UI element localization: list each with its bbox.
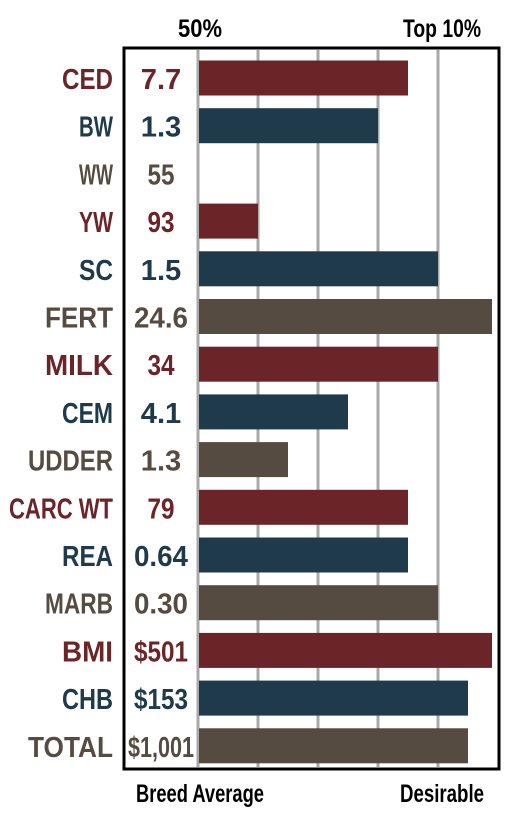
bottom-label-breed-average: Breed Average	[136, 780, 264, 808]
value-label: $501	[134, 636, 188, 668]
value-label: 0.30	[134, 589, 188, 621]
trait-label: CARC WT	[9, 493, 113, 525]
bar-chb	[199, 680, 468, 716]
trait-label: REA	[62, 541, 113, 573]
value-label: 1.5	[141, 255, 182, 287]
bar-marb	[199, 585, 438, 621]
trait-label: UDDER	[28, 446, 113, 478]
value-label: 34	[148, 350, 175, 382]
trait-label: TOTAL	[28, 732, 113, 764]
trait-label: YW	[79, 207, 113, 239]
bar-rea	[199, 537, 408, 573]
bar-milk	[199, 346, 438, 382]
value-label: 4.1	[141, 398, 182, 430]
bar-cem	[199, 394, 348, 430]
value-label: $153	[134, 684, 188, 716]
top-label-top10: Top 10%	[403, 15, 481, 43]
bar-udder	[199, 442, 288, 478]
value-label: 0.64	[134, 541, 188, 573]
trait-label: SC	[79, 255, 113, 287]
value-label: 1.3	[141, 446, 182, 478]
value-label: 1.3	[141, 112, 182, 144]
trait-label: BMI	[62, 636, 113, 668]
value-label: 55	[148, 159, 175, 191]
bottom-label-desirable: Desirable	[400, 780, 484, 808]
trait-label: CHB	[62, 684, 113, 716]
value-label: 24.6	[134, 303, 188, 335]
bar-sc	[199, 251, 438, 287]
bar-carc-wt	[199, 489, 408, 525]
trait-label: MILK	[45, 350, 113, 382]
trait-label: MARB	[45, 589, 113, 621]
value-label: $1,001	[128, 732, 194, 764]
trait-label: CED	[62, 64, 113, 96]
trait-label: BW	[79, 112, 113, 144]
bar-ced	[199, 60, 408, 96]
chart-frame	[122, 46, 501, 771]
value-label: 93	[148, 207, 175, 239]
top-label-50: 50%	[178, 15, 222, 43]
trait-label: FERT	[45, 303, 113, 335]
trait-label: CEM	[62, 398, 113, 430]
trait-label: WW	[79, 159, 113, 191]
bar-bw	[199, 108, 378, 144]
bar-yw	[199, 203, 258, 239]
bar-total	[199, 728, 468, 764]
bar-bmi	[199, 632, 492, 668]
value-label: 79	[148, 493, 175, 525]
value-label: 7.7	[141, 64, 182, 96]
bar-fert	[199, 299, 492, 334]
